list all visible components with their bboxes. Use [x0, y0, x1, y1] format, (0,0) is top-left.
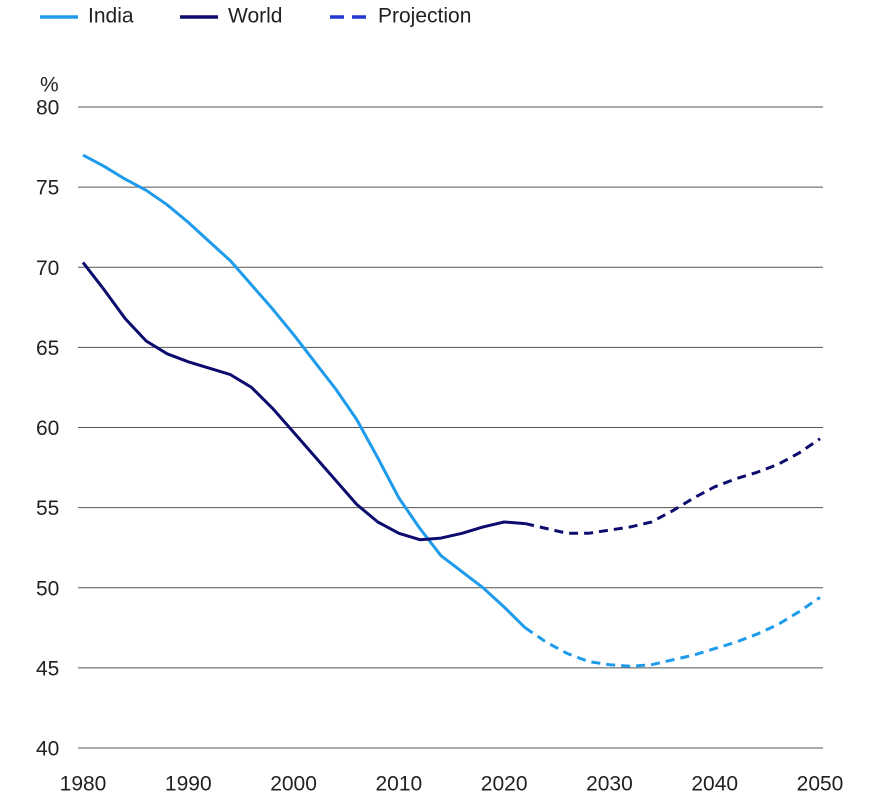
- x-tick-label: 2040: [691, 773, 738, 796]
- series-line: [81, 261, 526, 542]
- y-tick-label: 65: [36, 337, 59, 360]
- x-tick-label: 1990: [165, 773, 212, 796]
- x-tick-label: 2000: [270, 773, 317, 796]
- x-tick-label: 2010: [375, 773, 422, 796]
- y-tick-label: 60: [36, 417, 59, 440]
- legend-label: World: [228, 5, 282, 28]
- x-tick-label: 2020: [481, 773, 528, 796]
- legend-label: India: [88, 5, 134, 28]
- y-tick-label: 40: [36, 738, 59, 761]
- y-tick-label: 55: [36, 497, 59, 520]
- series-line: [82, 153, 527, 629]
- legend-label: Projection: [378, 5, 471, 28]
- x-tick-label: 2030: [586, 773, 633, 796]
- x-tick-label: 1980: [60, 773, 107, 796]
- x-tick-label: 2050: [797, 773, 844, 796]
- y-tick-label: 45: [36, 657, 59, 680]
- projection-line: [524, 596, 821, 668]
- y-tick-label: 75: [36, 177, 59, 200]
- y-tick-label: 70: [36, 257, 59, 280]
- y-axis-label: %: [40, 74, 59, 97]
- y-tick-label: 50: [36, 577, 59, 600]
- y-tick-label: 80: [36, 97, 59, 120]
- projection-line: [524, 437, 821, 535]
